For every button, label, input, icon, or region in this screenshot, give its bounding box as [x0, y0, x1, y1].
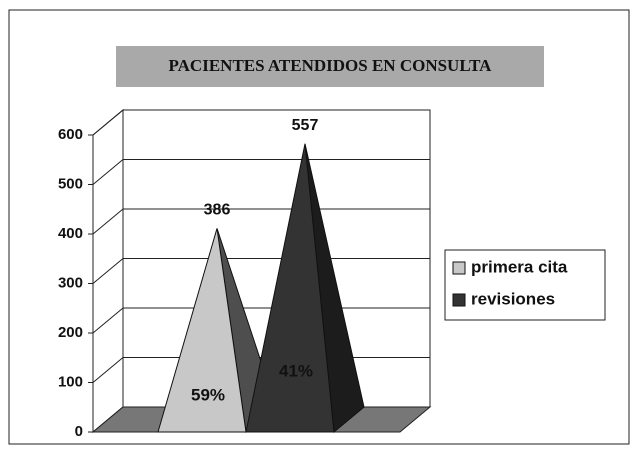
- legend-label: revisiones: [471, 289, 555, 308]
- share-label: 41%: [279, 361, 313, 380]
- pyramid-front: [245, 143, 335, 433]
- y-tick-label: 200: [58, 324, 83, 341]
- y-tick-label: 600: [58, 126, 83, 143]
- grid-line: [92, 208, 430, 235]
- value-label: 557: [292, 117, 319, 134]
- grid-line: [92, 109, 430, 136]
- y-tick-label: 100: [58, 373, 83, 390]
- value-label: 386: [204, 202, 231, 219]
- y-tick-label: 500: [58, 175, 83, 192]
- legend-box: [444, 249, 606, 321]
- share-label: 59%: [191, 385, 225, 404]
- legend-swatch: [452, 293, 466, 307]
- legend-swatch: [452, 261, 466, 275]
- y-tick-label: 400: [58, 225, 83, 242]
- legend-label: primera cita: [471, 257, 568, 276]
- y-tick-label: 300: [58, 274, 83, 291]
- chart-title: PACIENTES ATENDIDOS EN CONSULTA: [169, 56, 493, 75]
- y-tick-label: 0: [75, 423, 83, 440]
- title-box: [116, 46, 544, 87]
- pyramid-front: [157, 228, 247, 433]
- grid-line: [92, 159, 430, 185]
